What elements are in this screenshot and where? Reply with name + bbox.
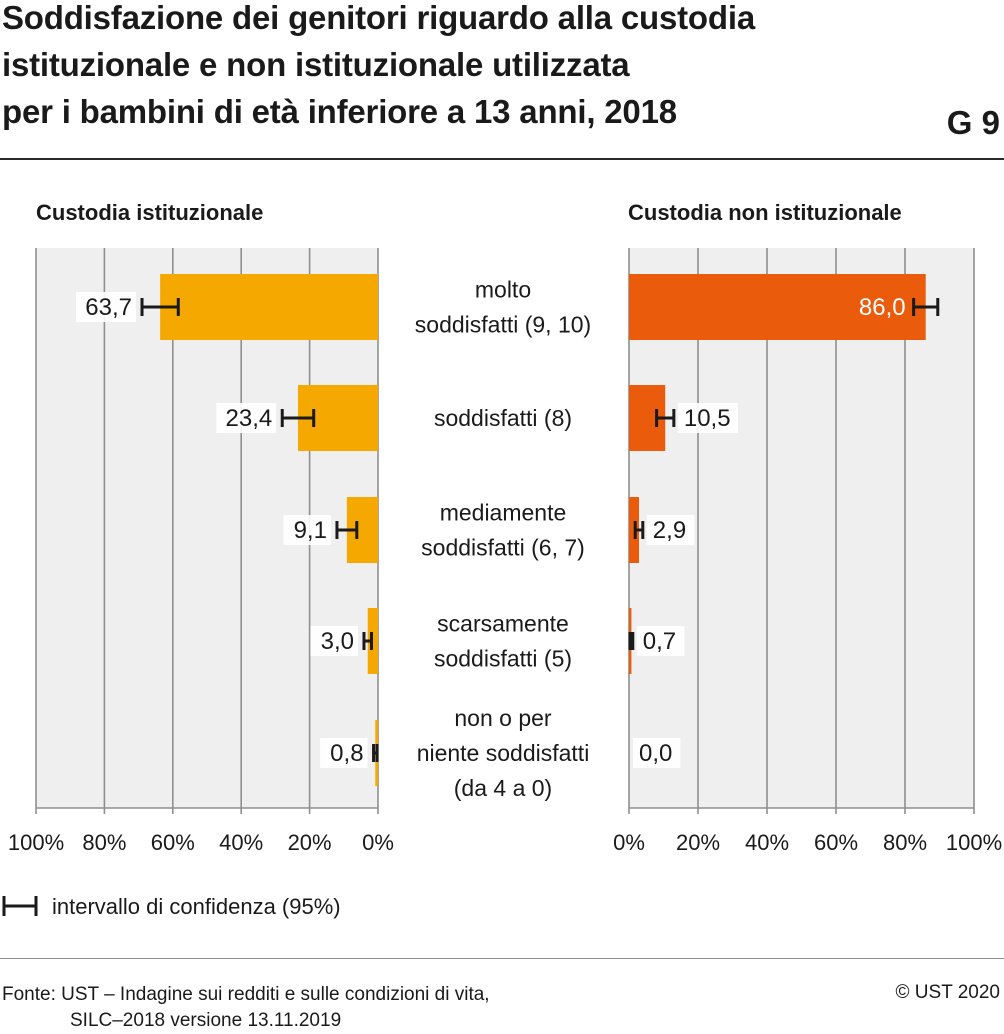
x-tick-label: 40% — [745, 830, 789, 855]
x-tick-label: 80% — [82, 830, 126, 855]
panel-non-institutional: 0% 20% 40% 60% 80% 100% 86,0 10,5 2,9 0,7 0,0 — [613, 248, 1002, 855]
x-tick-label: 60% — [814, 830, 858, 855]
category-label: niente soddisfatti — [417, 740, 590, 766]
source-line-2: SILC–2018 versione 13.11.2019 — [70, 1010, 342, 1031]
category-label: molto — [475, 277, 531, 303]
bar — [629, 274, 926, 340]
x-tick-label: 0% — [613, 830, 645, 855]
category-label: soddisfatti (9, 10) — [415, 312, 591, 338]
panel-institutional: 100% 80% 60% 40% 20% 0% 63,7 23,4 9,1 3,0 0,8 — [8, 248, 394, 855]
x-tick-label: 20% — [676, 830, 720, 855]
value-label: 10,5 — [684, 405, 731, 432]
x-tick-label: 80% — [883, 830, 927, 855]
legend-ci-symbol — [2, 896, 38, 916]
value-label: 0,7 — [643, 628, 676, 655]
source-note: Fonte: UST – Indagine sui redditi e sull… — [2, 982, 490, 1034]
chart-title-line-2: istituzionale e non istituzionale utiliz… — [2, 46, 630, 83]
category-label: mediamente — [440, 500, 567, 526]
category-label: soddisfatti (5) — [434, 646, 572, 672]
value-label: 9,1 — [294, 517, 327, 544]
category-label: scarsamente — [437, 611, 569, 637]
x-tick-label: 40% — [219, 830, 263, 855]
panel-title-institutional: Custodia istituzionale — [36, 200, 264, 225]
value-label: 2,9 — [653, 517, 686, 544]
value-label-bg — [633, 738, 681, 768]
value-label: 0,8 — [330, 740, 363, 767]
value-label: 86,0 — [859, 294, 906, 321]
category-label: (da 4 a 0) — [454, 775, 552, 801]
source-line-1: Fonte: UST – Indagine sui redditi e sull… — [2, 984, 490, 1005]
value-label-bg — [216, 403, 277, 433]
x-tick-label: 100% — [946, 830, 1002, 855]
value-label-bg — [636, 626, 685, 656]
value-label: 23,4 — [226, 405, 273, 432]
x-tick-label: 100% — [8, 830, 64, 855]
header-rule — [0, 158, 1004, 160]
category-label: non o per — [454, 705, 552, 731]
value-label-bg — [76, 292, 137, 322]
category-label: soddisfatti (6, 7) — [421, 535, 585, 561]
bar — [160, 274, 378, 340]
x-tick-label: 60% — [151, 830, 195, 855]
value-label: 3,0 — [321, 628, 354, 655]
category-labels: molto soddisfatti (9, 10) soddisfatti (8) m… — [415, 277, 591, 802]
value-label-bg — [677, 403, 738, 433]
x-tick-label: 20% — [288, 830, 332, 855]
x-tick-label: 0% — [362, 830, 394, 855]
footer-rule — [0, 958, 1004, 959]
value-label: 0,0 — [639, 740, 672, 767]
chart-title-line-3: per i bambini di età inferiore a 13 anni… — [2, 93, 677, 130]
legend-label: intervallo di confidenza (95%) — [52, 894, 341, 919]
chart-title-line-1: Soddisfazione dei genitori riguardo alla… — [2, 0, 755, 36]
value-label-bg — [283, 515, 331, 545]
category-label: soddisfatti (8) — [434, 405, 572, 431]
value-label: 63,7 — [85, 294, 132, 321]
value-label-bg — [320, 738, 368, 768]
value-label-bg — [310, 626, 358, 656]
panel-title-non-institutional: Custodia non istituzionale — [628, 200, 902, 225]
value-label-bg — [646, 515, 695, 545]
figure-id: G 9 — [946, 104, 1000, 141]
copyright: © UST 2020 — [895, 982, 1000, 1003]
